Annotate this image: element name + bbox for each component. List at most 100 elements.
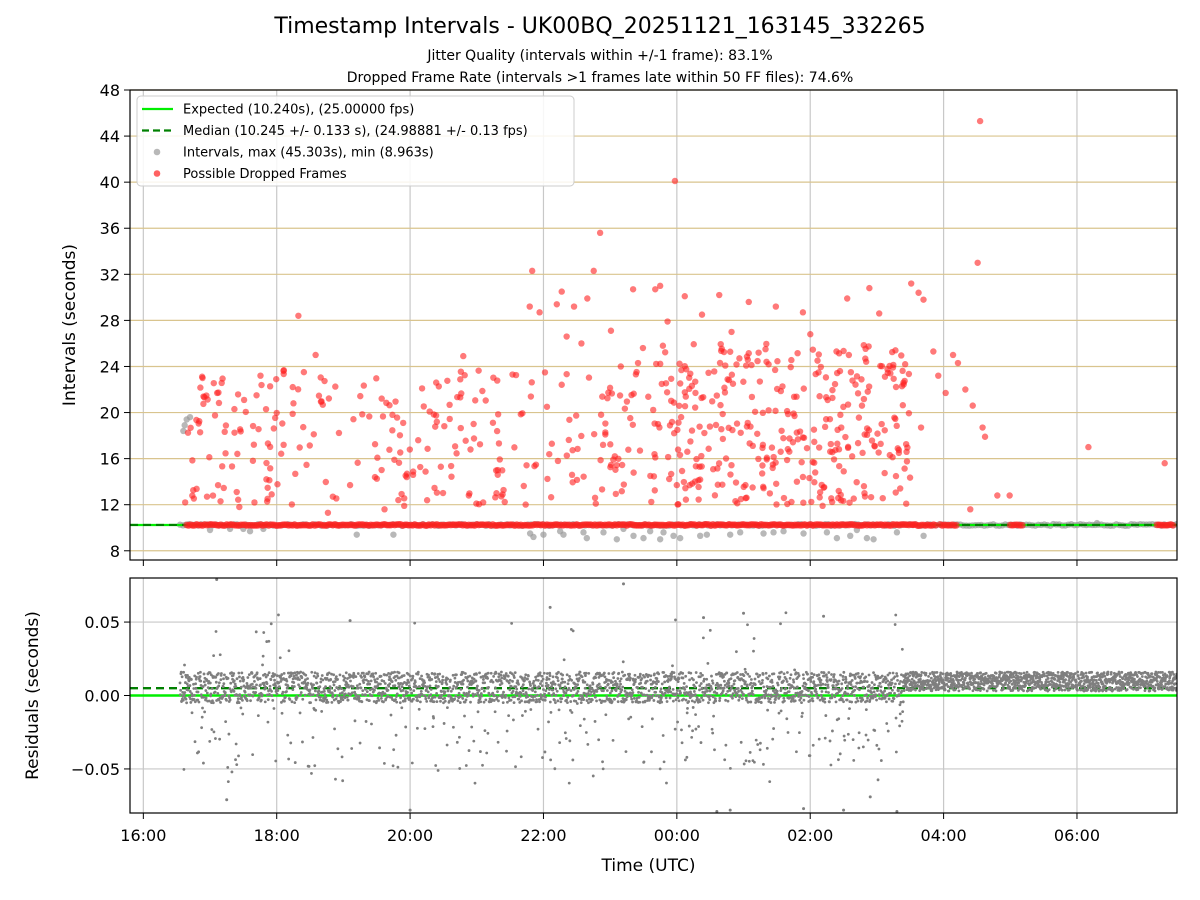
residual-point — [457, 691, 461, 695]
dropped-frame-point — [867, 493, 875, 501]
residual-point — [524, 709, 527, 713]
residual-point — [475, 688, 479, 692]
residual-point — [387, 684, 391, 688]
residual-point — [523, 676, 527, 680]
dropped-frame-point — [511, 444, 518, 451]
residual-point — [322, 699, 326, 703]
residual-point — [792, 680, 796, 684]
dropped-frame-point — [994, 492, 1001, 499]
residual-point — [218, 737, 222, 741]
residual-point — [827, 691, 830, 694]
residual-point — [298, 711, 302, 715]
top-ytick-label: 20 — [100, 404, 120, 423]
residual-point — [911, 687, 915, 691]
residual-point — [601, 767, 605, 771]
dropped-frame-point — [357, 392, 364, 400]
residual-point — [797, 674, 801, 677]
dropped-frame-point — [716, 359, 724, 367]
interval-point — [181, 422, 188, 429]
residual-point — [821, 682, 825, 686]
residual-point — [298, 678, 301, 682]
residual-point — [390, 680, 394, 683]
dropped-frame-point — [451, 443, 459, 450]
residual-point — [273, 673, 277, 676]
residual-point — [810, 672, 814, 675]
dropped-frame-point — [889, 454, 896, 461]
dropped-frame-point — [266, 383, 274, 390]
residual-point — [578, 670, 582, 674]
residual-point — [226, 766, 230, 769]
residual-point — [585, 699, 589, 702]
dropped-frame-point — [543, 403, 551, 410]
top-y-axis-label: Intervals (seconds) — [60, 244, 80, 406]
dropped-frame-point — [667, 397, 675, 405]
residual-point — [312, 674, 316, 678]
residual-point — [311, 693, 315, 697]
residual-point — [665, 700, 669, 703]
dropped-frame-point — [607, 441, 614, 448]
residual-point — [217, 684, 221, 688]
residual-point — [901, 710, 905, 713]
residual-point — [598, 698, 602, 702]
residual-point — [446, 689, 450, 693]
dropped-frame-point — [798, 458, 805, 466]
residual-point — [1145, 679, 1149, 683]
residual-point — [578, 677, 581, 680]
residual-point — [1143, 684, 1147, 688]
residual-point — [727, 681, 731, 685]
interval-point — [390, 531, 397, 538]
dropped-frame-point — [695, 496, 702, 503]
dropped-frame-point — [718, 425, 725, 433]
residual-point — [842, 734, 846, 738]
residual-point — [743, 680, 747, 684]
residual-point — [322, 689, 326, 693]
residual-point — [1095, 687, 1099, 691]
residual-point — [1022, 671, 1026, 675]
residual-point — [433, 695, 437, 699]
dropped-frame-point — [415, 437, 422, 444]
residual-point — [193, 693, 196, 697]
residual-point — [849, 692, 853, 696]
residual-point — [268, 692, 271, 696]
residual-point — [604, 713, 608, 717]
dropped-frame-point — [350, 416, 357, 423]
residual-point — [669, 690, 673, 694]
residual-point — [612, 676, 616, 680]
dropped-frame-point — [860, 483, 868, 490]
residual-point — [364, 687, 367, 691]
dropped-frame-point — [706, 423, 714, 430]
residual-point — [411, 676, 414, 680]
dropped-frame-point — [257, 372, 264, 379]
residual-point — [185, 701, 189, 705]
residual-point — [1066, 670, 1069, 674]
residual-point — [857, 731, 861, 735]
dropped-frame-point — [899, 367, 906, 375]
residual-point — [663, 680, 667, 684]
residual-point — [606, 682, 610, 686]
residual-point — [483, 681, 487, 685]
residual-point — [1066, 674, 1070, 678]
residual-point — [199, 693, 203, 697]
residual-point — [752, 637, 756, 640]
residual-point — [1119, 688, 1123, 692]
residual-point — [565, 698, 568, 702]
top-axes-frame — [129, 89, 1178, 561]
dropped-frame-point — [762, 345, 769, 353]
residual-point — [649, 678, 652, 682]
residual-point — [303, 693, 307, 697]
residual-point — [765, 746, 769, 750]
residual-point — [275, 692, 279, 696]
interval-point — [186, 413, 194, 421]
residual-point — [828, 739, 832, 743]
residual-point — [886, 673, 890, 677]
residual-point — [650, 750, 653, 754]
residual-point — [438, 680, 442, 684]
dropped-frame-point — [432, 423, 439, 430]
dropped-frame-point — [1169, 521, 1177, 529]
dropped-frame-point — [691, 404, 699, 411]
residual-point — [791, 694, 795, 698]
residual-point — [761, 678, 764, 682]
residual-point — [937, 682, 941, 686]
legend-label-3: Possible Dropped Frames — [183, 167, 347, 182]
residual-point — [548, 674, 552, 677]
